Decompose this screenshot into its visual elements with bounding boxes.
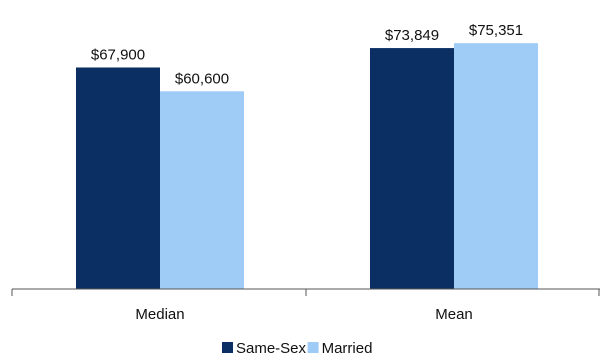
- category-label-median: Median: [135, 306, 184, 323]
- bars-group: [76, 43, 538, 290]
- legend: Same-Sex Married: [222, 340, 372, 357]
- legend-swatch-same-sex: [222, 342, 233, 353]
- legend-label-same-sex: Same-Sex: [236, 340, 307, 357]
- x-axis: [11, 288, 600, 296]
- bar-mean-married: [454, 43, 538, 290]
- legend-swatch-married: [307, 342, 319, 353]
- bar-median-married: [160, 91, 244, 289]
- category-label-mean: Mean: [435, 306, 473, 323]
- value-label-median-same-sex: $67,900: [91, 46, 145, 63]
- value-label-mean-same-sex: $73,849: [385, 27, 439, 44]
- legend-label-married: Married: [322, 340, 373, 357]
- value-labels-group: $67,900 $60,600 $73,849 $75,351: [91, 22, 523, 87]
- bar-median-same-sex: [76, 67, 160, 289]
- value-label-median-married: $60,600: [175, 70, 229, 87]
- bar-mean-same-sex: [370, 48, 454, 289]
- value-label-mean-married: $75,351: [469, 22, 523, 39]
- category-labels-group: Median Mean: [135, 306, 472, 323]
